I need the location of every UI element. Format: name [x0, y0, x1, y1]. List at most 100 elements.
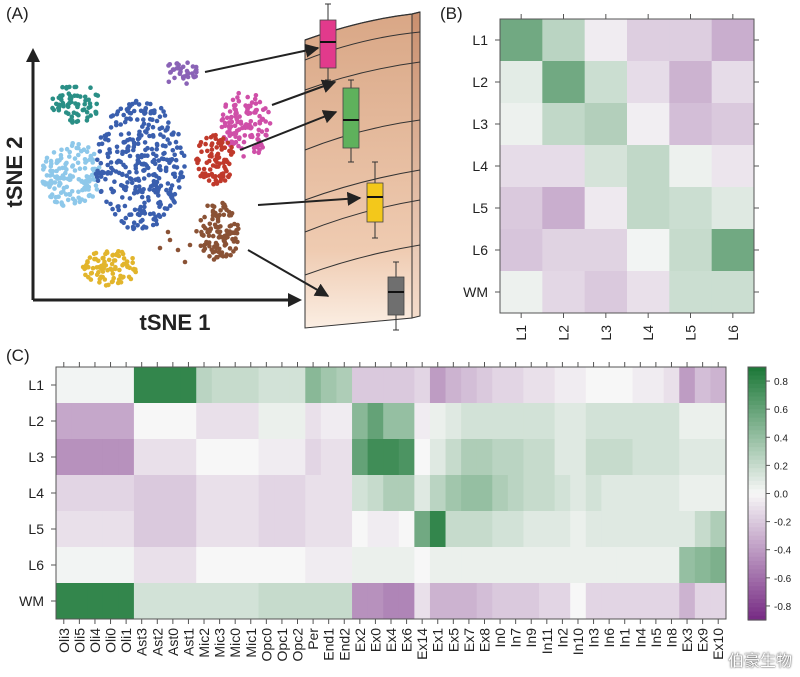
heatmap-c-cell [476, 475, 493, 512]
heatmap-c-row-label: L1 [28, 377, 44, 393]
tsne-point [141, 176, 147, 181]
tsne-point [236, 226, 241, 231]
heatmap-c-cell [149, 583, 166, 620]
heatmap-c-cell [258, 439, 275, 476]
heatmap-c-cell [616, 583, 634, 620]
colorbar-segment [748, 413, 766, 419]
tsne-point [127, 169, 132, 175]
heatmap-c-cell [461, 547, 478, 584]
tsne-point [157, 164, 163, 169]
heatmap-c-cell [632, 439, 649, 476]
heatmap-c-cell [523, 367, 540, 404]
heatmap-c-cell [523, 511, 540, 548]
tsne-point [229, 139, 234, 144]
heatmap-c-cell [710, 583, 727, 620]
tsne-point [209, 147, 215, 152]
tsne-point [219, 146, 225, 151]
heatmap-c-cell [165, 475, 182, 512]
tsne-point [259, 142, 264, 148]
tsne-point [87, 101, 93, 106]
heatmap-c-cell [56, 583, 73, 620]
tsne-point [70, 196, 76, 202]
tsne-point [256, 127, 262, 133]
heatmap-c-cell [336, 583, 353, 620]
tsne-point [65, 104, 71, 110]
heatmap-b-col-label: L4 [640, 325, 656, 341]
tsne-point [72, 168, 78, 173]
tsne-point [177, 71, 183, 77]
tsne-point [161, 212, 167, 217]
heatmap-c-cell [180, 511, 197, 548]
heatmap-c-cell [414, 475, 431, 512]
heatmap-c-cell [429, 367, 447, 404]
heatmap-c-cell [398, 547, 415, 584]
tsne-point [117, 267, 122, 273]
heatmap-b-cell [500, 61, 543, 104]
tsne-point [58, 93, 63, 99]
tsne-point [182, 164, 187, 169]
tsne-point [142, 140, 148, 145]
tsne-cluster-light-blue [40, 141, 102, 208]
heatmap-c-col-label: Ex6 [399, 628, 415, 652]
heatmap-c-cell [694, 511, 711, 548]
tsne-point [125, 225, 130, 230]
heatmap-c-cell [289, 475, 306, 512]
heatmap-c-cell [133, 439, 150, 476]
tsne-point [122, 119, 128, 125]
heatmap-c-cell [601, 403, 618, 440]
colorbar-tick-label: -0.4 [774, 546, 792, 557]
tsne-point [103, 283, 109, 288]
tsne-point [67, 149, 72, 155]
heatmap-c-cell [320, 367, 337, 404]
tsne-point [127, 196, 133, 201]
tsne-point [232, 123, 238, 129]
heatmap-c-cell [352, 547, 369, 584]
tsne-point [108, 125, 114, 130]
colorbar-segment [748, 598, 766, 604]
tsne-point [129, 180, 135, 186]
tsne-point [169, 157, 175, 162]
tsne-point [236, 90, 241, 96]
tsne-point [159, 156, 165, 161]
heatmap-b-col-label: L3 [598, 325, 614, 341]
heatmap-c-cell [383, 403, 400, 440]
tsne-point [154, 221, 159, 227]
heatmap-c-cell [461, 511, 478, 548]
tsne-point [218, 224, 223, 229]
tsne-point [65, 197, 71, 203]
heatmap-c-cell [87, 511, 104, 548]
tsne-point [153, 218, 159, 223]
heatmap-c-col-label: Per [305, 628, 321, 650]
heatmap-c-cell [367, 583, 384, 620]
heatmap-c-row-label: L5 [28, 521, 44, 537]
heatmap-c-cell [149, 367, 166, 404]
heatmap-c-col-label: Ex2 [352, 628, 368, 652]
heatmap-c-cell [492, 439, 509, 476]
tsne-point [130, 260, 135, 266]
heatmap-c-cell [679, 439, 696, 476]
colorbar-segment [748, 510, 766, 516]
heatmap-c-cell [616, 439, 634, 476]
tsne-point [92, 256, 97, 262]
tsne-cluster-teal [50, 84, 101, 125]
tsne-point [172, 200, 177, 205]
colorbar-segment [748, 434, 766, 440]
colorbar-tick-label: 0.2 [774, 461, 788, 472]
tsne-point [182, 259, 188, 265]
tsne-point [178, 171, 183, 176]
tsne-point [124, 107, 130, 112]
colorbar-segment [748, 442, 766, 448]
heatmap-c-cell [196, 475, 213, 512]
heatmap-c-cell [554, 475, 571, 512]
tsne-point [67, 154, 72, 159]
tsne-point [184, 81, 189, 86]
heatmap-c-col-label: Ast2 [149, 628, 165, 656]
heatmap-c-cell [165, 403, 182, 440]
tsne-point [93, 250, 99, 256]
tsne-point [255, 132, 261, 138]
tsne-point [60, 102, 66, 108]
tsne-point [41, 163, 46, 169]
heatmap-c-cell [336, 367, 353, 404]
heatmap-c-cell [554, 367, 571, 404]
tsne-point [135, 223, 140, 228]
